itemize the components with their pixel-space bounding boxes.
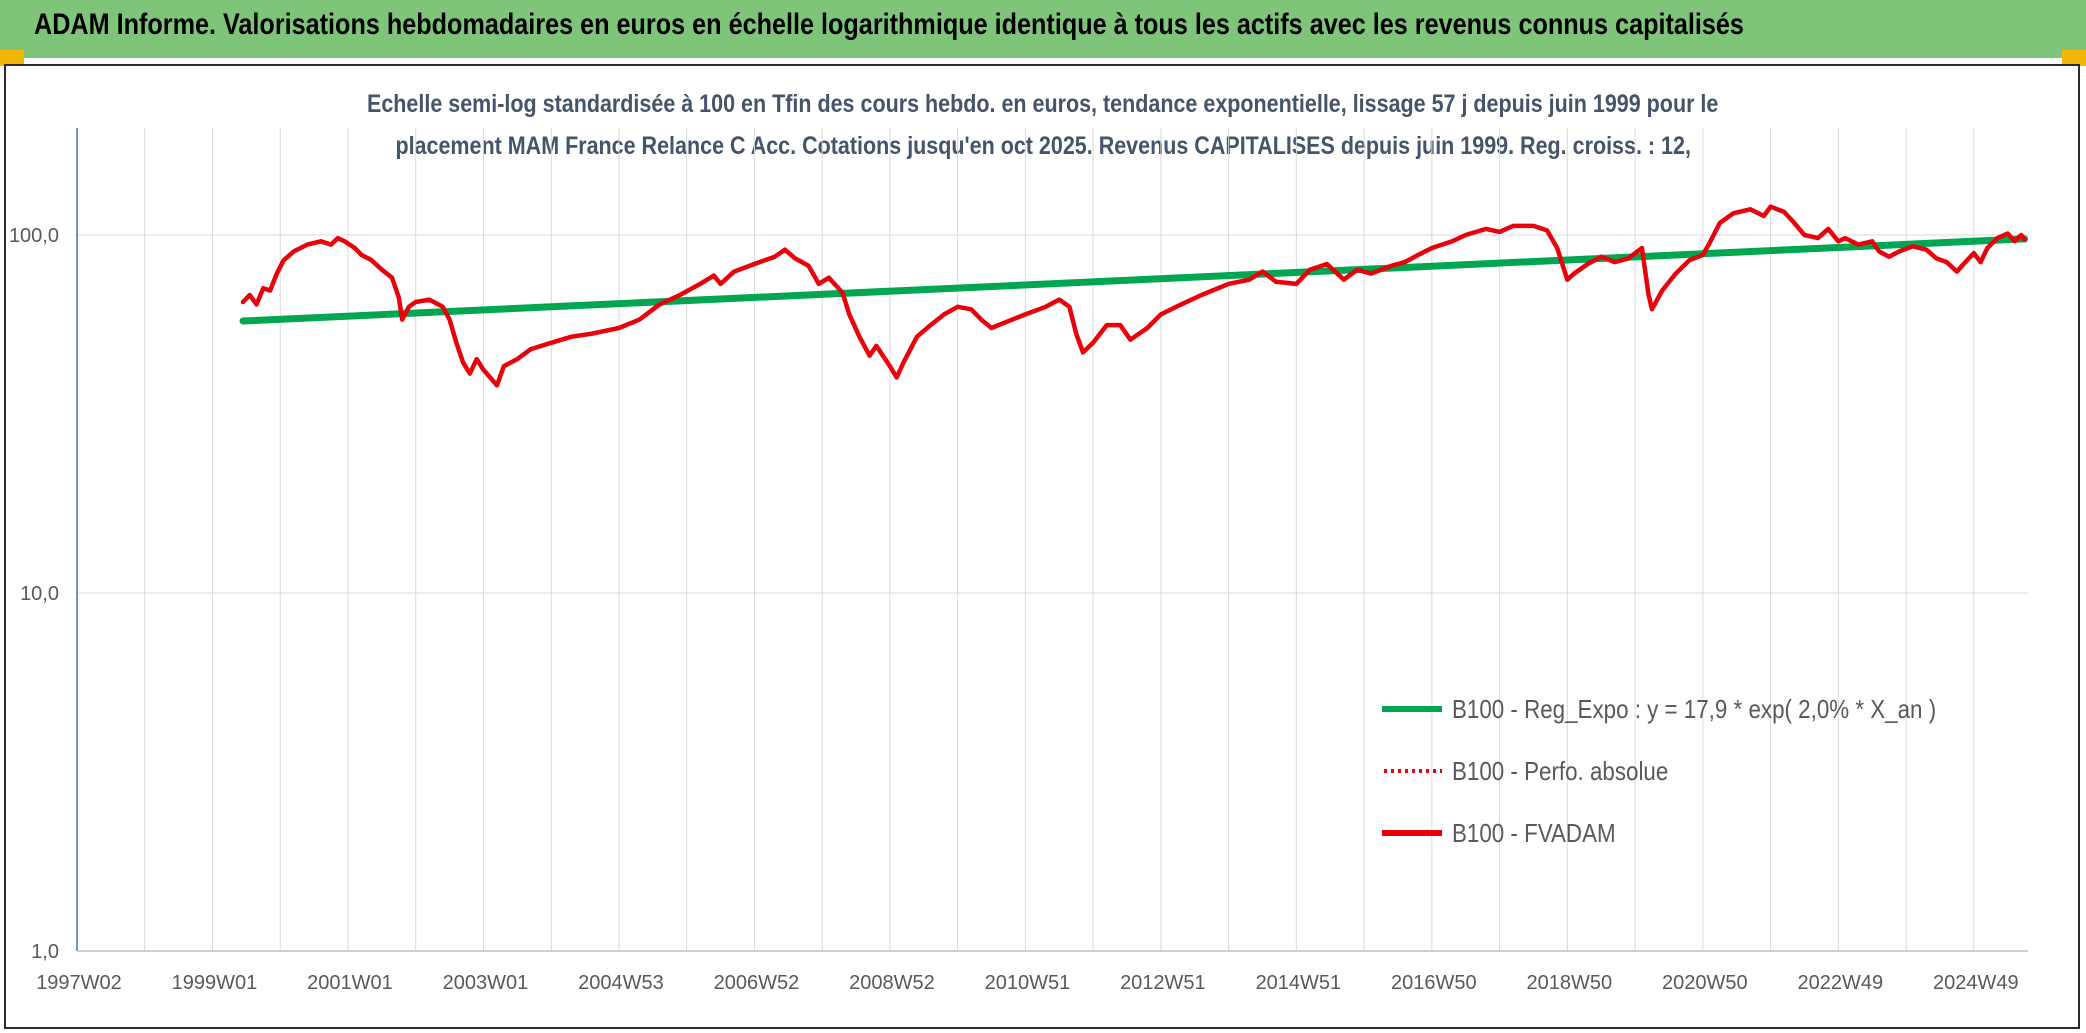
x-tick-label: 2001W01	[307, 972, 393, 994]
legend-swatch-fvadam	[1382, 830, 1442, 836]
x-tick-label: 2008W52	[849, 972, 935, 994]
report-title: ADAM Informe. Valorisations hebdomadaire…	[34, 8, 1744, 41]
x-tick-label: 2003W01	[443, 972, 529, 994]
x-tick-label: 2010W51	[985, 972, 1071, 994]
y-tick-label: 10,0	[20, 583, 59, 605]
y-tick-label: 100,0	[9, 225, 59, 247]
x-tick-label: 1997W02	[36, 972, 122, 994]
axes	[76, 128, 2028, 952]
legend-item-perfo-absolue: B100 - Perfo. absolue	[1382, 754, 1668, 788]
legend-swatch-reg-expo	[1382, 706, 1442, 712]
x-tick-label: 2012W51	[1120, 972, 1206, 994]
series-line-reg-expo	[239, 235, 2029, 325]
x-tick-label: 1999W01	[172, 972, 258, 994]
series-line-fvadam	[240, 204, 2027, 388]
legend-label-reg-expo: B100 - Reg_Expo : y = 17,9 * exp( 2,0% *…	[1452, 694, 1937, 724]
x-tick-label: 2004W53	[578, 972, 664, 994]
x-tick-label: 2016W50	[1391, 972, 1477, 994]
x-tick-label: 2006W52	[714, 972, 800, 994]
chart-subtitle-line1: Echelle semi-log standardisée à 100 en T…	[367, 90, 1719, 118]
x-tick-label: 2020W50	[1662, 972, 1748, 994]
tick-labels: 1,0 10,0 100,0 1997W02 1999W01 2001W01 2003W01…	[9, 225, 2019, 994]
legend-item-fvadam: B100 - FVADAM	[1382, 816, 1616, 850]
corner-accent-left	[0, 50, 24, 66]
x-tick-label: 2022W49	[1798, 972, 1884, 994]
legend-label-fvadam: B100 - FVADAM	[1452, 818, 1616, 848]
series-lines	[239, 204, 2029, 388]
chart-subtitle-line2: placement MAM France Relance C Acc. Cota…	[395, 132, 1691, 160]
chart-frame	[4, 64, 2080, 1029]
title-banner: ADAM Informe. Valorisations hebdomadaire…	[0, 0, 2086, 58]
x-tick-label: 2018W50	[1527, 972, 1613, 994]
legend-item-reg-expo: B100 - Reg_Expo : y = 17,9 * exp( 2,0% *…	[1382, 692, 1936, 726]
x-tick-label: 2024W49	[1933, 972, 2019, 994]
legend-swatch-perfo-absolue	[1384, 769, 1442, 773]
y-tick-label: 1,0	[31, 941, 59, 963]
corner-accent-right	[2062, 50, 2086, 66]
x-tick-label: 2014W51	[1256, 972, 1342, 994]
legend-label-perfo-absolue: B100 - Perfo. absolue	[1452, 756, 1669, 786]
